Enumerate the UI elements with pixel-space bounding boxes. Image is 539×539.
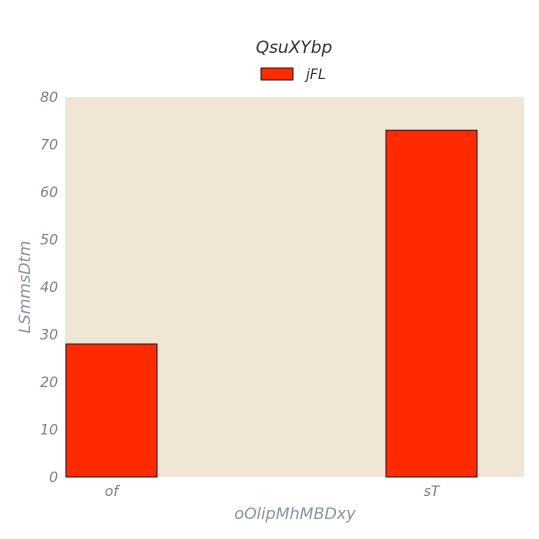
y-tick-label: 60	[40, 185, 58, 201]
y-tick-label: 30	[40, 328, 58, 344]
y-tick-label: 10	[40, 423, 58, 439]
legend-swatch	[260, 67, 294, 81]
y-axis-ticks: 0 10 20 30 40 50 60 70 80	[40, 90, 58, 486]
y-tick-label: 70	[40, 138, 58, 154]
y-tick-label: 40	[40, 280, 58, 296]
x-tick-label: of	[105, 484, 121, 500]
y-tick-label: 80	[40, 90, 58, 106]
y-tick-label: 20	[40, 375, 58, 391]
x-axis-ticks: of sT	[105, 484, 441, 500]
bar-sT	[385, 129, 478, 478]
y-tick-label: 50	[40, 233, 58, 249]
y-tick-label: 0	[49, 470, 58, 486]
bar-of	[65, 343, 158, 478]
legend-label: jFL	[304, 67, 326, 83]
bars	[65, 129, 478, 478]
x-axis-label: oOlipMhMBDxy	[234, 504, 356, 523]
chart-title: QsuXYbp	[256, 38, 333, 58]
y-axis-label: LSmmsDtm	[15, 241, 34, 334]
x-tick-label: sT	[424, 484, 441, 500]
legend: jFL	[260, 67, 326, 83]
